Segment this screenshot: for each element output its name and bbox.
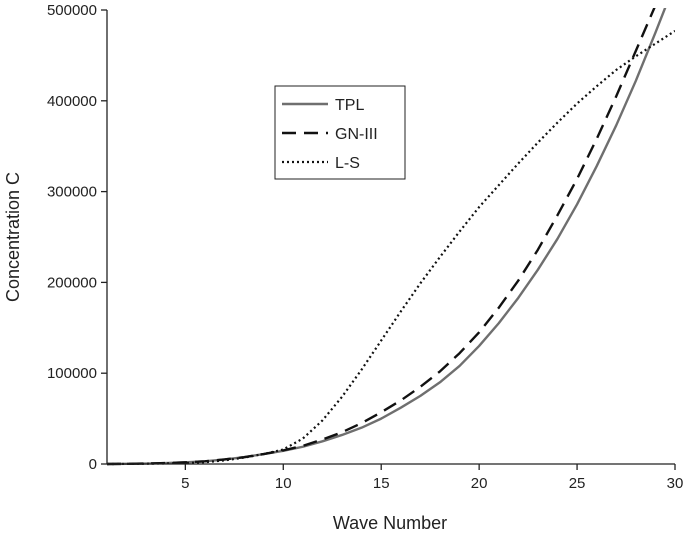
y-ticks: 0 100000 200000 300000 400000 500000 bbox=[47, 2, 107, 473]
x-tick-label: 30 bbox=[667, 475, 684, 492]
y-tick-label: 400000 bbox=[47, 93, 97, 110]
y-tick-label: 500000 bbox=[47, 2, 97, 19]
x-tick-label: 10 bbox=[275, 475, 292, 492]
series-line-tpl bbox=[107, 8, 667, 466]
axes bbox=[106, 10, 675, 465]
x-tick-label: 25 bbox=[569, 475, 586, 492]
y-tick-label: 200000 bbox=[47, 274, 97, 291]
series-layer bbox=[107, 8, 675, 466]
legend-label-l-s: L-S bbox=[335, 155, 360, 172]
legend-label-gn-iii: GN-III bbox=[335, 126, 378, 143]
x-ticks: 5 10 15 20 25 30 bbox=[181, 464, 683, 492]
legend: TPL GN-III L-S bbox=[274, 85, 406, 180]
legend-box bbox=[274, 85, 406, 180]
x-tick-label: 15 bbox=[373, 475, 390, 492]
y-tick-label: 100000 bbox=[47, 365, 97, 382]
series-line-gn-iii bbox=[107, 8, 656, 466]
x-tick-label: 5 bbox=[181, 475, 189, 492]
x-axis-title: Wave Number bbox=[333, 513, 447, 533]
y-tick-label: 300000 bbox=[47, 184, 97, 201]
legend-label-tpl: TPL bbox=[335, 97, 364, 114]
y-tick-label: 0 bbox=[89, 456, 97, 473]
x-tick-label: 20 bbox=[471, 475, 488, 492]
y-axis-title: Concentration C bbox=[3, 172, 23, 302]
